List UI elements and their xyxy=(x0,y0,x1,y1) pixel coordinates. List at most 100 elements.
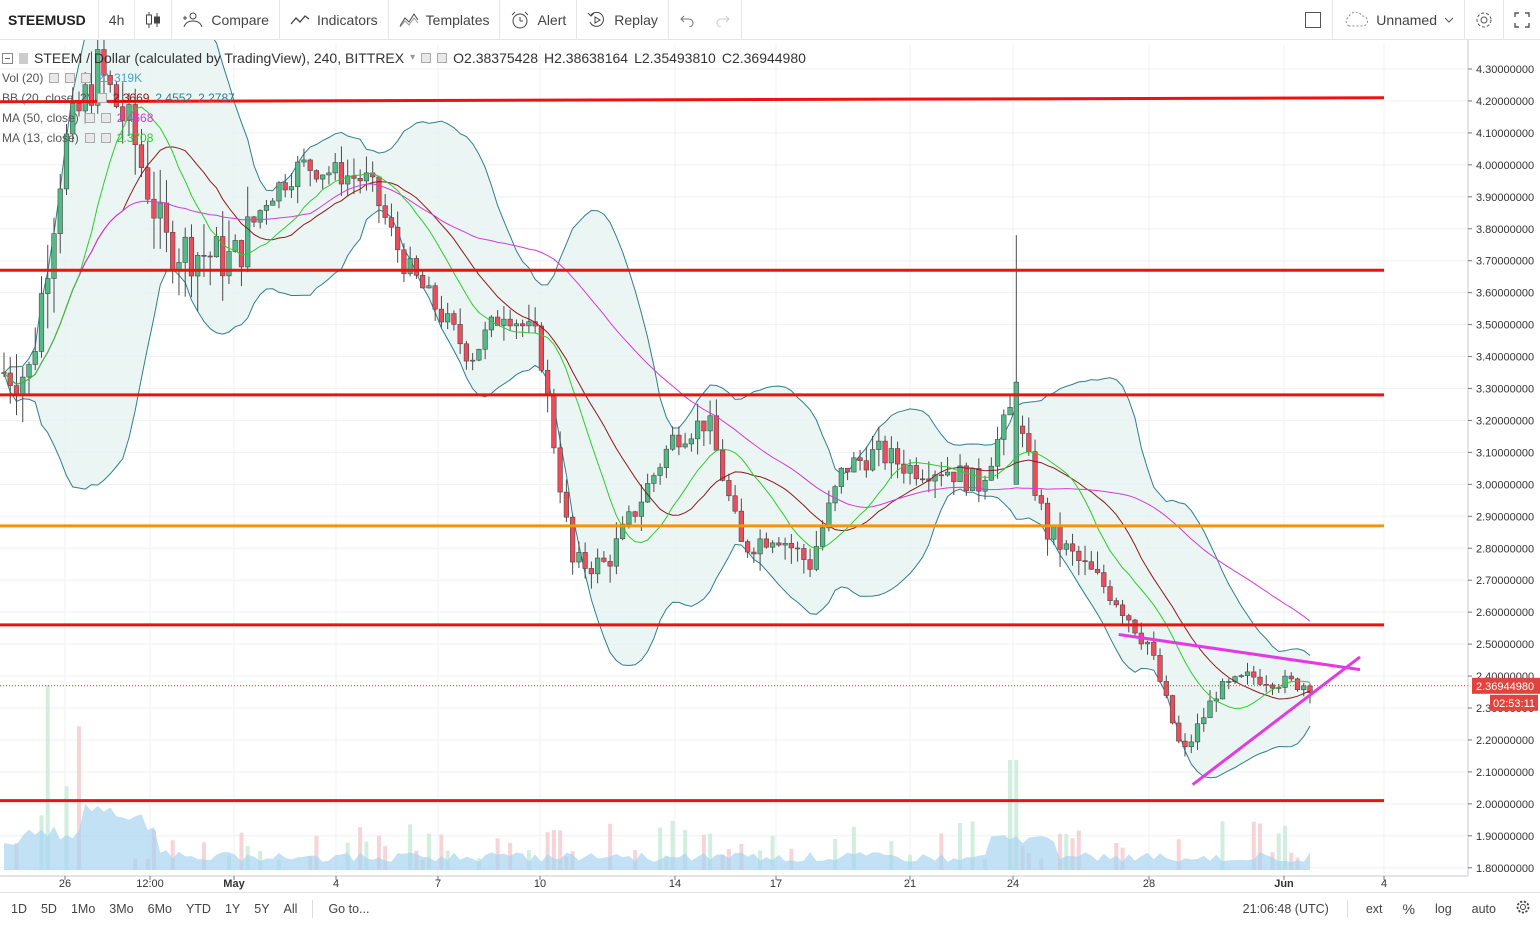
alert-button[interactable]: Alert xyxy=(500,0,578,40)
candle-body xyxy=(807,559,813,570)
candle-body xyxy=(213,236,220,258)
range-all[interactable]: All xyxy=(283,901,298,916)
candle-body xyxy=(1101,572,1107,587)
interval-button[interactable]: 4h xyxy=(99,0,136,40)
extended-hours-toggle[interactable]: ext xyxy=(1365,901,1383,916)
volume-bar xyxy=(970,821,975,870)
volume-bar xyxy=(1058,833,1063,870)
volume-bar xyxy=(608,823,613,870)
candle-body xyxy=(670,434,676,450)
candle-body xyxy=(1013,381,1019,485)
candle-body xyxy=(482,329,488,350)
triangle-trendlines[interactable] xyxy=(1118,633,1361,786)
candle-body xyxy=(1176,722,1182,742)
indicators-button[interactable]: Indicators xyxy=(280,0,389,40)
price-tick-label: 2.70000000 xyxy=(1476,575,1534,587)
candle-body xyxy=(1044,502,1051,540)
collapse-legend-icon[interactable] xyxy=(2,52,13,64)
price-tick-label: 1.90000000 xyxy=(1476,831,1534,843)
volume-bar xyxy=(1289,852,1294,870)
bb-upper-value: 2.4552 xyxy=(155,91,193,105)
volume-bar xyxy=(426,833,431,870)
price-axis[interactable]: 4.30000000 4.20000000 4.10000000 4.00000000… xyxy=(1467,40,1540,876)
ma13-legend[interactable]: MA (13, close) 2.3708 xyxy=(2,128,806,148)
replay-button[interactable]: Replay xyxy=(577,0,669,40)
fullscreen-button[interactable] xyxy=(1503,0,1540,40)
candle-body xyxy=(932,474,938,482)
symbol-search-button[interactable]: STEEMUSD xyxy=(0,0,99,40)
range-ytd[interactable]: YTD xyxy=(185,901,211,916)
layout-select-button[interactable] xyxy=(1294,0,1332,40)
volume-bar xyxy=(1070,838,1075,870)
ma50-eye-icon[interactable] xyxy=(84,113,95,123)
candle-body xyxy=(157,202,163,219)
candle-body xyxy=(913,465,919,480)
bb-eye-icon[interactable] xyxy=(96,93,107,103)
volume-eye-icon[interactable] xyxy=(49,73,60,83)
volume-bar xyxy=(1064,833,1069,870)
volume-legend[interactable]: Vol (20) 21.319K xyxy=(2,68,806,88)
time-tick-label: 10 xyxy=(534,878,546,890)
bb-legend[interactable]: BB (20, close, 2) 2.3669 2.4552 2.2787 xyxy=(2,88,806,108)
undo-button[interactable] xyxy=(669,0,705,40)
candle-body xyxy=(851,457,857,473)
visibility-eye-icon[interactable] xyxy=(421,53,432,63)
candle-body xyxy=(288,186,295,191)
candle-body xyxy=(695,420,701,440)
templates-label: Templates xyxy=(425,11,490,28)
alert-label: Alert xyxy=(537,11,567,28)
ma50-legend[interactable]: MA (50, close) 2.4668 xyxy=(2,108,806,128)
goto-date-button[interactable]: Go to... xyxy=(328,901,370,916)
candle-body xyxy=(1169,695,1176,724)
price-chart[interactable]: 4.30000000 4.20000000 4.10000000 4.00000000… xyxy=(0,40,1540,892)
candle-body xyxy=(513,323,520,327)
percent-scale-toggle[interactable]: % xyxy=(1402,900,1415,917)
utc-clock[interactable]: 21:06:48 (UTC) xyxy=(1242,901,1329,916)
range-5d[interactable]: 5D xyxy=(40,901,57,916)
price-tick-label: 3.40000000 xyxy=(1476,352,1534,364)
gear-icon xyxy=(1475,11,1493,29)
descending-trendline xyxy=(1118,633,1361,672)
templates-button[interactable]: Templates xyxy=(389,0,501,40)
candle-body xyxy=(113,84,120,108)
auto-scale-toggle[interactable]: auto xyxy=(1471,901,1496,916)
ma13-settings-icon[interactable] xyxy=(100,133,111,143)
candle-body xyxy=(26,364,32,378)
compare-button[interactable]: Compare xyxy=(172,0,280,40)
ma50-settings-icon[interactable] xyxy=(100,113,111,123)
series-menu-chevron-icon[interactable]: ▾ xyxy=(410,52,416,63)
settings-button[interactable] xyxy=(1464,0,1503,40)
range-1y[interactable]: 1Y xyxy=(224,901,241,916)
ma13-line xyxy=(3,106,1311,710)
series-settings-icon[interactable] xyxy=(437,53,448,63)
candle-body xyxy=(1244,671,1251,676)
candle-body xyxy=(963,465,969,491)
range-3mo[interactable]: 3Mo xyxy=(109,901,134,916)
candle-body xyxy=(351,175,357,179)
candle-body xyxy=(688,438,694,445)
candle-body xyxy=(188,236,195,277)
chart-type-button[interactable] xyxy=(135,0,173,40)
main-series-legend[interactable]: STEEM / Dollar (calculated by TradingVie… xyxy=(2,48,806,68)
volume-settings-icon[interactable] xyxy=(65,73,76,83)
ma13-eye-icon[interactable] xyxy=(84,133,95,143)
redo-button[interactable] xyxy=(705,0,742,40)
time-axis[interactable]: 26 12:00 May 4 7 10 14 17 21 24 28 Jun 4 xyxy=(0,875,1540,892)
volume-close-icon[interactable] xyxy=(81,73,92,83)
log-scale-toggle[interactable]: log xyxy=(1434,901,1452,916)
candle-body xyxy=(763,538,769,548)
range-6mo[interactable]: 6Mo xyxy=(147,901,172,916)
range-1mo[interactable]: 1Mo xyxy=(70,901,96,916)
candle-body xyxy=(701,420,707,432)
horizontal-levels[interactable] xyxy=(0,96,1468,803)
candle-body xyxy=(1269,684,1276,689)
volume-bar xyxy=(239,832,244,870)
candle-body xyxy=(1144,641,1151,645)
bb-mid-value: 2.3669 xyxy=(112,91,150,105)
range-1d[interactable]: 1D xyxy=(11,901,27,916)
chart-properties-button[interactable] xyxy=(1506,900,1540,917)
volume-bar xyxy=(633,850,638,870)
candle-body xyxy=(201,255,207,257)
save-layout-button[interactable]: Unnamed xyxy=(1332,0,1464,40)
range-5y[interactable]: 5Y xyxy=(254,901,270,916)
